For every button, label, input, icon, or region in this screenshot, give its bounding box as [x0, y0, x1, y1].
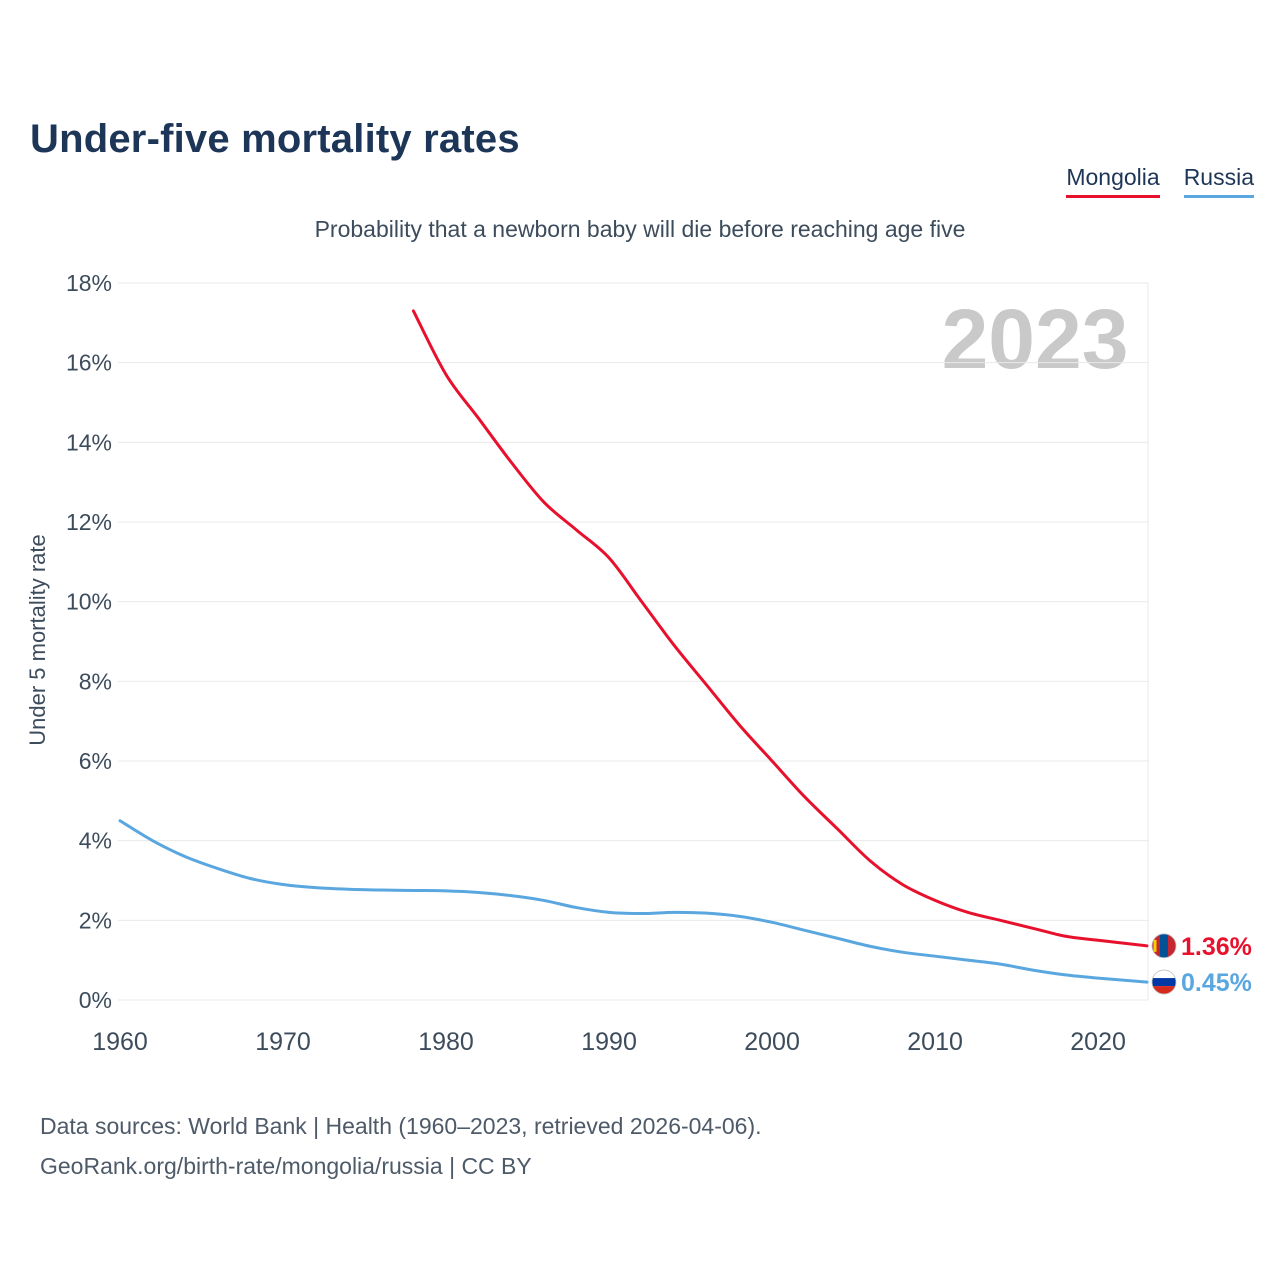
y-axis-label: Under 5 mortality rate [25, 534, 50, 746]
x-tick-label: 1970 [255, 1028, 311, 1056]
series-layer [118, 309, 1149, 984]
watermark-year: 2023 [942, 292, 1129, 386]
x-tick-label: 1980 [418, 1028, 474, 1056]
mongolia-flag-border [1151, 933, 1177, 959]
y-tick-label: 2% [79, 907, 112, 933]
y-tick-label: 12% [66, 509, 112, 535]
x-tick-label: 2010 [907, 1028, 963, 1056]
footer-sources: Data sources: World Bank | Health (1960–… [40, 1113, 762, 1139]
chart-subtitle: Probability that a newborn baby will die… [314, 216, 966, 242]
y-tick-label: 0% [79, 987, 112, 1013]
line-chart: 2023 Under 5 mortality rate 0% 2% 4% 6% 8% 10… [25, 270, 1252, 1056]
y-tick-label: 16% [66, 350, 112, 376]
y-tick-label: 14% [66, 429, 112, 455]
legend: Mongolia Russia [1066, 164, 1254, 198]
russia-flag-border [1151, 969, 1177, 995]
x-tick-label: 1990 [581, 1028, 637, 1056]
series-line-russia [118, 819, 1149, 984]
footer-attribution: GeoRank.org/birth-rate/mongolia/russia |… [40, 1153, 532, 1180]
y-tick-label: 8% [79, 668, 112, 694]
grid-layer: 0% 2% 4% 6% 8% 10% 12% 14% 16% 18% 1960 1970 1980 199… [66, 270, 1149, 1056]
x-tick-label: 2000 [744, 1028, 800, 1056]
footer: Data sources: World Bank | Health (1960–… [40, 1106, 762, 1187]
y-tick-label: 10% [66, 589, 112, 615]
end-value-label-mongolia: 1.36% [1181, 933, 1252, 961]
y-tick-label: 6% [79, 748, 112, 774]
legend-item-russia[interactable]: Russia [1183, 164, 1254, 198]
x-tick-label: 2020 [1070, 1028, 1126, 1056]
y-tick-label: 4% [79, 828, 112, 854]
legend-item-mongolia[interactable]: Mongolia [1066, 164, 1160, 198]
x-tick-label: 1960 [92, 1028, 148, 1056]
mongolia-flag-icon [1152, 933, 1176, 958]
y-tick-label: 18% [66, 270, 112, 296]
end-label-layer: 1.36% 0.45% [1151, 933, 1252, 997]
russia-flag-icon [1152, 970, 1176, 995]
page-title: Under-five mortality rates [30, 116, 520, 161]
end-value-label-russia: 0.45% [1181, 969, 1252, 997]
series-line-mongolia [411, 309, 1149, 948]
